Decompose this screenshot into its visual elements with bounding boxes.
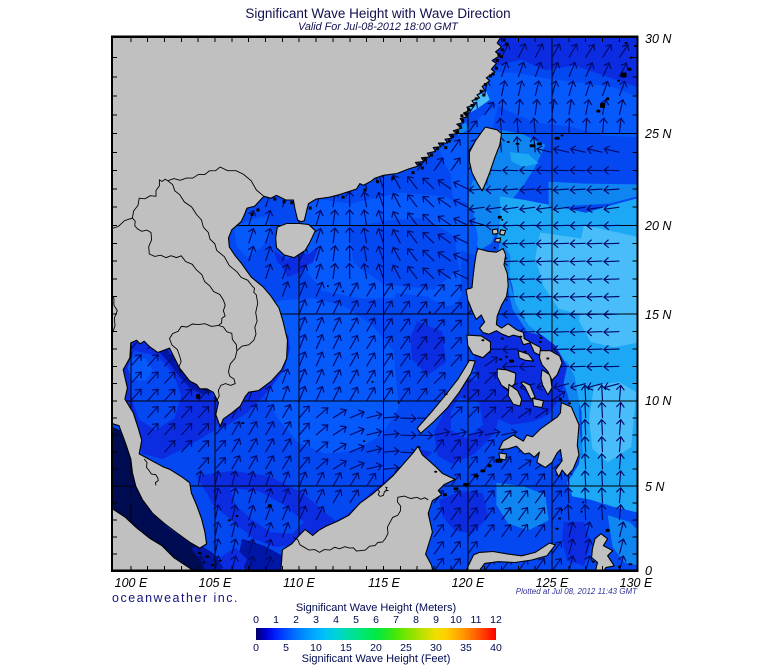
svg-text:30: 30 xyxy=(430,642,442,654)
svg-text:125 E: 125 E xyxy=(536,576,569,590)
svg-text:30 N: 30 N xyxy=(645,32,672,46)
svg-text:2: 2 xyxy=(293,614,299,626)
svg-text:5: 5 xyxy=(353,614,359,626)
svg-text:10: 10 xyxy=(310,642,322,654)
svg-text:Valid For Jul-08-2012 18:00 GM: Valid For Jul-08-2012 18:00 GMT xyxy=(298,21,459,33)
svg-text:6: 6 xyxy=(373,614,379,626)
svg-text:11: 11 xyxy=(471,614,482,626)
svg-text:0: 0 xyxy=(253,642,259,654)
svg-text:100 E: 100 E xyxy=(115,576,148,590)
svg-text:1: 1 xyxy=(273,614,279,626)
svg-text:7: 7 xyxy=(393,614,399,626)
svg-text:35: 35 xyxy=(460,642,472,654)
svg-text:12: 12 xyxy=(490,614,502,626)
svg-text:15: 15 xyxy=(340,642,352,654)
svg-text:25 N: 25 N xyxy=(644,127,672,141)
svg-text:0: 0 xyxy=(253,614,259,626)
svg-text:120 E: 120 E xyxy=(452,576,485,590)
svg-text:5: 5 xyxy=(283,642,289,654)
svg-text:40: 40 xyxy=(490,642,502,654)
svg-text:Significant Wave Height (Feet): Significant Wave Height (Feet) xyxy=(302,653,451,665)
svg-text:115 E: 115 E xyxy=(368,576,400,590)
svg-text:Significant Wave Height with W: Significant Wave Height with Wave Direct… xyxy=(245,6,510,21)
svg-text:20: 20 xyxy=(370,642,382,654)
svg-text:20 N: 20 N xyxy=(644,219,672,233)
svg-text:5 N: 5 N xyxy=(645,480,665,494)
svg-text:25: 25 xyxy=(400,642,412,654)
svg-text:oceanweather inc.: oceanweather inc. xyxy=(112,591,239,605)
svg-text:9: 9 xyxy=(433,614,439,626)
svg-text:130 E: 130 E xyxy=(620,576,653,590)
svg-text:15 N: 15 N xyxy=(645,308,672,322)
svg-text:0: 0 xyxy=(645,564,652,578)
svg-text:110 E: 110 E xyxy=(283,576,315,590)
svg-text:105 E: 105 E xyxy=(199,576,232,590)
svg-text:4: 4 xyxy=(333,614,339,626)
svg-text:8: 8 xyxy=(413,614,419,626)
svg-text:3: 3 xyxy=(313,614,319,626)
svg-text:10: 10 xyxy=(450,614,462,626)
svg-text:Plotted at Jul 08, 2012 11:43: Plotted at Jul 08, 2012 11:43 GMT xyxy=(516,587,638,596)
svg-text:10 N: 10 N xyxy=(645,394,672,408)
svg-text:Significant Wave Height (Meter: Significant Wave Height (Meters) xyxy=(296,602,456,614)
